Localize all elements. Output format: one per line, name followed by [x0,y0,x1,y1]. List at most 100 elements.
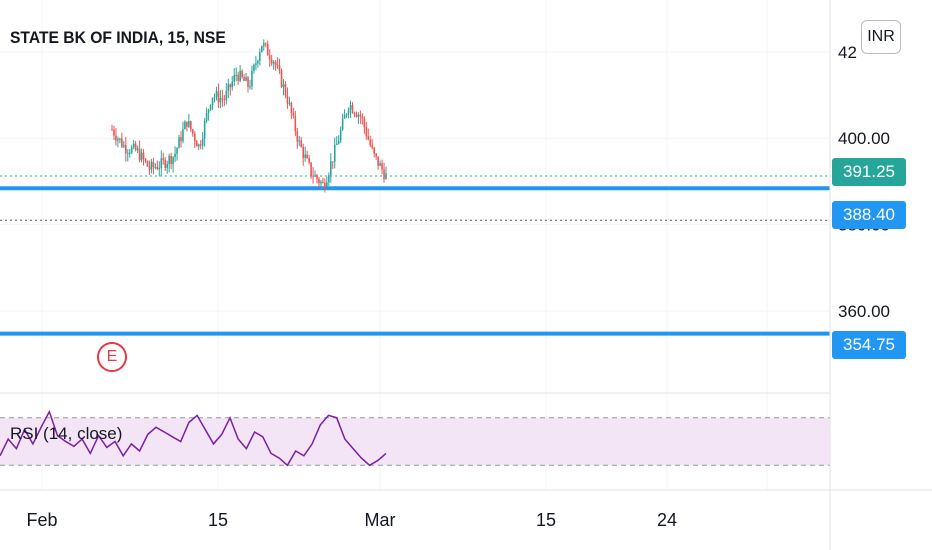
candle-body [237,74,239,81]
candle-body [304,154,306,158]
candle-body [278,65,281,71]
candle-body [227,84,230,91]
candle-body [172,157,174,165]
candle-body [225,90,228,100]
candle-body [253,65,255,71]
x-tick-label: 15 [536,510,556,530]
candle-body [314,175,316,177]
candle-body [178,137,180,149]
candle-body [205,113,208,121]
candle-body [343,115,346,119]
candle-body [197,144,200,147]
candle-body [373,147,375,154]
candle-body [377,156,379,166]
candle-body [320,181,322,184]
candle-body [146,161,149,167]
candle-body [375,153,377,157]
candle-body [272,62,275,64]
candle-body [292,113,295,116]
candle-body [322,181,324,183]
level-price-tag-354: 354.75 [832,331,906,359]
candle-body [150,161,153,170]
candle-body [166,164,168,168]
candle-body [347,109,350,115]
candle-body [345,114,348,116]
candle-body [176,148,178,154]
candle-body [306,154,308,159]
candle-body [144,159,147,162]
candle-body [119,138,121,140]
candle-body [351,105,354,113]
candle-body [219,98,222,103]
candle-body [310,162,312,176]
candle-body [160,158,163,168]
candle-body [243,76,245,81]
candle-body [308,158,310,163]
candle-body [170,155,172,165]
x-tick-label: Mar [365,510,396,530]
candle-body [117,138,119,141]
candle-body [326,182,328,189]
candle-body [123,145,125,147]
candle-body [174,153,176,158]
candle-body [247,77,249,87]
candle-body [268,55,271,60]
currency-button[interactable]: INR [861,20,901,54]
candle-body [328,175,330,183]
candle-body [270,59,273,64]
candle-body [132,143,135,148]
candle-body [241,70,243,77]
candle-body [361,116,364,119]
candle-body [134,143,137,151]
candle-body [158,167,161,170]
candle-body [369,139,372,146]
candle-body [261,45,263,53]
candle-body [357,114,360,117]
candle-body [231,81,234,88]
candle-body [168,155,170,165]
candle-body [215,91,218,97]
candle-body [300,140,303,147]
candle-body [199,144,202,146]
candle-body [379,163,381,166]
rsi-band [0,417,830,466]
candle-body [331,161,334,163]
candle-body [280,70,283,87]
candle-body [341,118,344,130]
candle-body [229,84,232,88]
candle-body [324,182,326,189]
event-marker[interactable]: E [97,342,127,372]
x-tick-label: 24 [657,510,677,530]
candle-body [142,152,145,160]
candle-body [154,166,157,168]
candle-body [182,129,184,142]
candle-body [192,129,194,134]
candle-body [259,52,261,61]
candle-body [121,138,123,147]
candle-body [223,99,226,101]
candle-body [359,114,362,117]
candle-body [335,144,338,146]
candle-body [337,140,340,145]
grid [0,0,830,490]
rsi-pane [0,409,830,467]
candle-body [148,166,151,170]
candle-body [245,77,247,81]
candle-body [330,161,332,176]
candle-body [136,148,139,151]
candle-body [164,159,167,168]
candle-body [184,121,186,130]
y-tick-label: 42 [838,43,857,62]
candle-body [115,135,117,141]
candle-body [355,114,358,117]
candle-body [284,84,287,96]
candle-body [111,129,113,131]
candle-body [276,65,279,67]
candle-body [221,98,224,100]
candle-body [190,121,192,130]
candle-body [201,138,204,146]
candle-body [302,146,305,158]
candle-body [282,84,285,87]
